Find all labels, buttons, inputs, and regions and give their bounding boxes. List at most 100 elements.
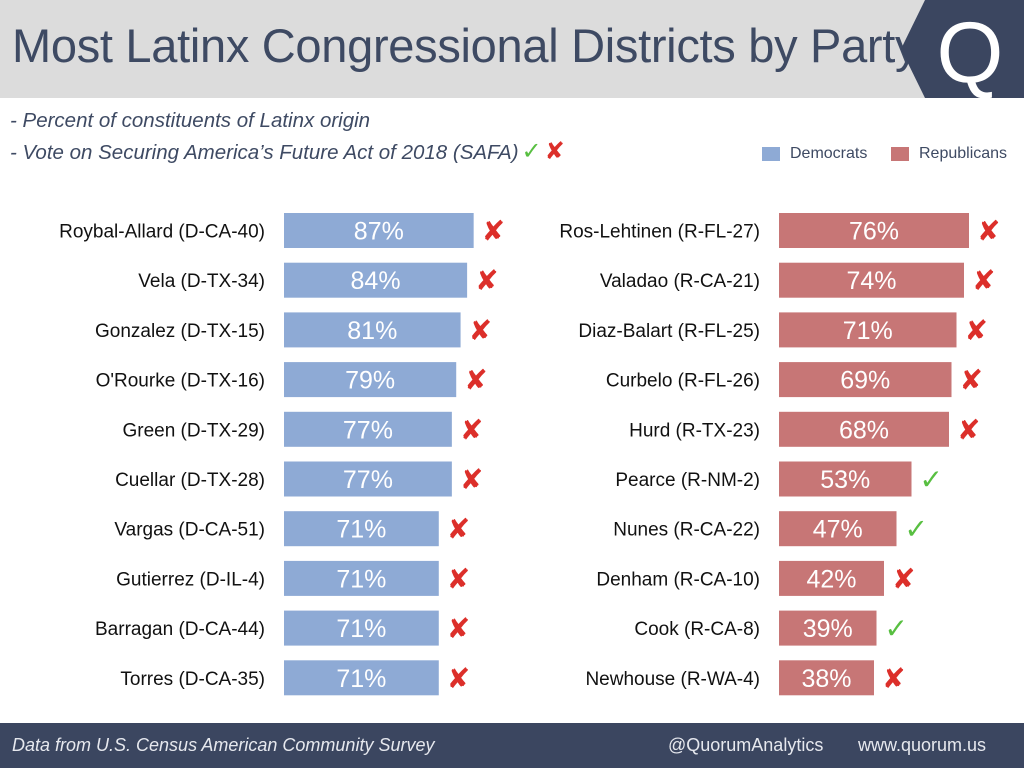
cross-icon: ✘ xyxy=(447,612,470,645)
cross-icon: ✘ xyxy=(475,264,498,297)
dem-bar xyxy=(284,511,439,547)
rep-bar xyxy=(779,560,884,596)
footer-handle: @QuorumAnalytics xyxy=(668,735,824,755)
rep-bar xyxy=(779,362,952,398)
subtitle-percent: - Percent of constituents of Latinx orig… xyxy=(10,109,370,133)
dem-value-label: 81% xyxy=(347,317,397,345)
rep-category-label: Pearce (R-NM-2) xyxy=(615,470,760,491)
dem-value-label: 84% xyxy=(351,267,401,295)
rep-category-label: Denham (R-CA-10) xyxy=(596,569,760,590)
cross-icon: ✘ xyxy=(965,314,988,347)
dem-value-label: 71% xyxy=(336,516,386,544)
dem-chart: Roybal-Allard (D-CA-40) 87% ✘ Vela (D-TX-34… xyxy=(59,213,505,696)
rep-value-label: 74% xyxy=(846,267,896,295)
dem-value-label: 79% xyxy=(345,367,395,395)
cross-icon: ✘ xyxy=(460,413,483,446)
dem-value-label: 71% xyxy=(336,665,386,693)
dem-value-label: 77% xyxy=(343,466,393,494)
rep-bar xyxy=(779,411,949,447)
rep-bar xyxy=(779,213,969,248)
legend: Democrats Republicans xyxy=(760,145,1020,167)
dem-bar xyxy=(284,411,452,447)
footer-site: www.quorum.us xyxy=(858,735,987,755)
cross-icon: ✘ xyxy=(544,138,565,165)
footer: Data from U.S. Census American Community… xyxy=(0,723,1024,768)
dem-value-label: 77% xyxy=(343,416,393,444)
bar-charts: Roybal-Allard (D-CA-40) 87% ✘ Vela (D-TX-34… xyxy=(59,213,1000,696)
rep-category-label: Nunes (R-CA-22) xyxy=(613,520,760,541)
dem-value-label: 71% xyxy=(336,565,386,593)
legend-label-republicans: Republicans xyxy=(919,145,1008,162)
header-banner: Most Latinx Congressional Districts by P… xyxy=(0,0,1024,98)
cross-icon: ✘ xyxy=(892,562,915,595)
rep-value-label: 38% xyxy=(801,665,851,693)
dem-value-label: 87% xyxy=(354,218,404,246)
rep-category-label: Newhouse (R-WA-4) xyxy=(585,669,760,690)
cross-icon: ✘ xyxy=(482,215,505,248)
cross-icon: ✘ xyxy=(447,662,470,695)
rep-bar xyxy=(779,312,957,348)
dem-category-label: Gutierrez (D-IL-4) xyxy=(116,569,265,590)
rep-category-label: Hurd (R-TX-23) xyxy=(629,420,760,441)
check-icon: ✓ xyxy=(885,612,908,645)
dem-category-label: Vargas (D-CA-51) xyxy=(114,520,265,541)
rep-category-label: Cook (R-CA-8) xyxy=(634,619,760,640)
cross-icon: ✘ xyxy=(957,413,980,446)
legend-item-republicans: Republicans xyxy=(891,145,1007,163)
dem-category-label: Gonzalez (D-TX-15) xyxy=(95,321,265,342)
check-icon: ✓ xyxy=(521,138,542,165)
footer-source: Data from U.S. Census American Community… xyxy=(12,735,435,755)
cross-icon: ✘ xyxy=(469,314,492,347)
dem-bar xyxy=(284,560,439,596)
dem-category-label: Vela (D-TX-34) xyxy=(138,271,265,292)
rep-value-label: 42% xyxy=(806,565,856,593)
rep-bar xyxy=(779,511,897,547)
dem-bar xyxy=(284,213,474,248)
rep-bar xyxy=(779,610,877,646)
legend-swatch-republicans xyxy=(891,147,909,161)
subtitle-vote: - Vote on Securing America’s Future Act … xyxy=(10,137,565,166)
rep-bar xyxy=(779,660,874,696)
rep-bar xyxy=(779,461,912,497)
dem-bar xyxy=(284,312,461,348)
cross-icon: ✘ xyxy=(447,513,470,546)
cross-icon: ✘ xyxy=(977,215,1000,248)
rep-bar xyxy=(779,262,964,298)
cross-icon: ✘ xyxy=(464,364,487,397)
chart-title: Most Latinx Congressional Districts by P… xyxy=(12,19,919,72)
dem-category-label: Barragan (D-CA-44) xyxy=(95,619,265,640)
rep-category-label: Valadao (R-CA-21) xyxy=(600,271,760,292)
subtitle-percent-text: - Percent of constituents of Latinx orig… xyxy=(10,109,371,132)
cross-icon: ✘ xyxy=(460,463,483,496)
rep-category-label: Diaz-Balart (R-FL-25) xyxy=(578,321,760,342)
rep-category-label: Curbelo (R-FL-26) xyxy=(606,371,760,392)
dem-bar xyxy=(284,610,439,646)
check-icon: ✓ xyxy=(920,463,943,496)
dem-bar xyxy=(284,660,439,696)
rep-value-label: 53% xyxy=(820,466,870,494)
rep-value-label: 39% xyxy=(803,615,853,643)
cross-icon: ✘ xyxy=(447,562,470,595)
dem-bar xyxy=(284,461,452,497)
quorum-logo: Q xyxy=(901,0,1024,98)
dem-category-label: Roybal-Allard (D-CA-40) xyxy=(59,222,265,243)
rep-value-label: 71% xyxy=(843,317,893,345)
subtitle-vote-text: - Vote on Securing America’s Future Act … xyxy=(10,141,519,164)
dem-value-label: 71% xyxy=(336,615,386,643)
rep-value-label: 47% xyxy=(813,516,863,544)
rep-value-label: 69% xyxy=(840,367,890,395)
legend-item-democrats: Democrats xyxy=(762,145,867,163)
dem-category-label: Green (D-TX-29) xyxy=(122,420,265,441)
dem-bar xyxy=(284,262,468,298)
rep-value-label: 68% xyxy=(839,416,889,444)
logo-chevron xyxy=(901,0,1024,98)
rep-category-label: Ros-Lehtinen (R-FL-27) xyxy=(559,222,760,243)
dem-category-label: O'Rourke (D-TX-16) xyxy=(96,371,265,392)
dem-bar xyxy=(284,362,457,398)
dem-category-label: Torres (D-CA-35) xyxy=(120,669,265,690)
dem-category-label: Cuellar (D-TX-28) xyxy=(115,470,265,491)
rep-chart: Ros-Lehtinen (R-FL-27) 76% ✘ Valadao (R-CA-… xyxy=(559,213,1000,696)
legend-label-democrats: Democrats xyxy=(790,145,868,162)
cross-icon: ✘ xyxy=(882,662,905,695)
legend-swatch-democrats xyxy=(762,147,780,161)
